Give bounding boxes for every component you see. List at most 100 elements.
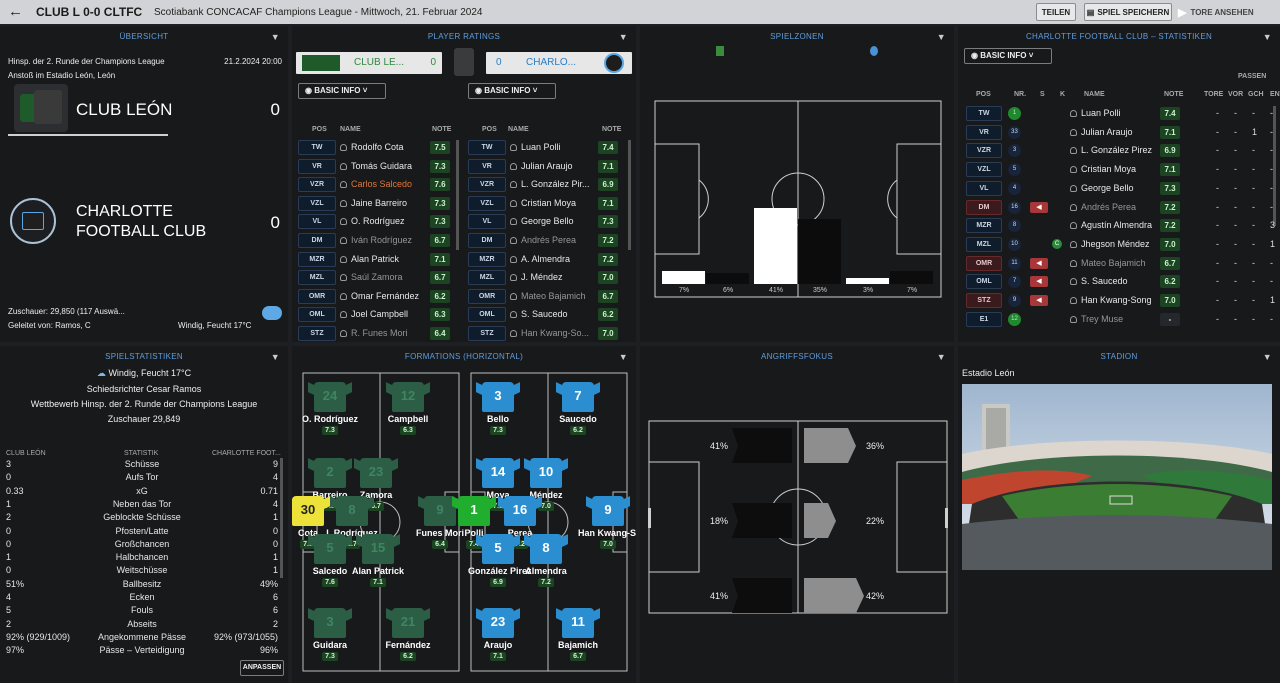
home-formation-player[interactable]: 5 Salcedo 7.6 [300, 534, 360, 587]
charlotte-row-name[interactable]: Agustín Almendra [1070, 220, 1152, 230]
away-formation-player[interactable]: 9 Han Kwang-So 7.0 [578, 496, 636, 549]
charlotte-col-header[interactable]: S [1040, 91, 1045, 98]
stat-away-value: 2 [272, 618, 278, 629]
charlotte-list-scrollbar[interactable] [1273, 106, 1276, 226]
away-formation-player[interactable]: 1 Polli 7.4 [444, 496, 504, 549]
home-row-name[interactable]: Alan Patrick [340, 254, 399, 264]
home-row-name[interactable]: R. Funes Mori [340, 328, 408, 338]
home-formation-player[interactable]: 23 Zamora 6.7 [346, 458, 406, 511]
charlotte-col-header[interactable]: GCH [1248, 91, 1264, 98]
chevron-down-icon[interactable]: ▼ [1262, 32, 1272, 42]
shirt-number-badge: 5 [1008, 163, 1021, 177]
home-row-name[interactable]: Saúl Zamora [340, 272, 403, 282]
charlotte-row-name[interactable]: Cristian Moya [1070, 164, 1136, 174]
away-row-name[interactable]: L. González Pir... [510, 179, 590, 189]
charlotte-col-header[interactable]: K [1060, 91, 1066, 98]
formation-player-name: Moya [486, 490, 510, 500]
chevron-down-icon[interactable]: ▼ [618, 32, 628, 42]
away-row-name[interactable]: A. Almendra [510, 254, 570, 264]
home-formation-player[interactable]: 9 Funes Mori 6.4 [410, 496, 470, 549]
away-formation-player[interactable]: 10 Méndez 7.0 [516, 458, 576, 511]
away-row-name[interactable]: Han Kwang-So... [510, 328, 589, 338]
formation-player-rating: 7.2 [538, 578, 554, 587]
stat-away-value: 6 [272, 592, 278, 602]
shirt-number: 15 [370, 540, 386, 555]
home-formation-player[interactable]: 15 Alan Patrick 7.1 [348, 534, 408, 587]
chevron-down-icon[interactable]: ▼ [936, 32, 946, 42]
away-formation-player[interactable]: 16 Perea 7.2 [490, 496, 550, 549]
home-basic-info-dropdown[interactable]: ◉ BASIC INFO ˅ [298, 83, 386, 99]
charlotte-col-header[interactable]: TORE [1204, 91, 1224, 98]
home-row-name[interactable]: Tomás Guidara [340, 161, 412, 171]
away-row-rating: 7.0 [598, 271, 618, 285]
chevron-down-icon[interactable]: ▼ [618, 352, 628, 362]
chevron-down-icon[interactable]: ▼ [270, 32, 280, 42]
away-row-name[interactable]: George Bello [510, 216, 574, 226]
save-match-button[interactable]: ▤ SPIEL SPEICHERN [1084, 3, 1172, 21]
chevron-down-icon[interactable]: ▼ [270, 352, 280, 362]
charlotte-row-name[interactable]: Luan Polli [1070, 108, 1121, 118]
charlotte-col-header[interactable]: ENT [1270, 91, 1280, 98]
charlotte-row-t: - [1216, 182, 1219, 193]
away-row-name[interactable]: Mateo Bajamich [510, 291, 586, 301]
player-icon [1070, 259, 1077, 267]
away-row-name[interactable]: S. Saucedo [510, 309, 568, 319]
zones-header: SPIELZONEN ▼ [640, 26, 954, 48]
home-row-name[interactable]: Rodolfo Cota [340, 142, 404, 152]
charlotte-row-name[interactable]: Han Kwang-Song [1070, 295, 1152, 305]
player-icon [340, 218, 347, 226]
home-row-position: MZR [298, 251, 336, 267]
home-formation-player[interactable]: 24 O. Rodríguez 7.3 [300, 382, 360, 435]
charlotte-row-name[interactable]: Trey Muse [1070, 314, 1123, 324]
home-row-position: VZR [298, 177, 336, 193]
charlotte-row-name[interactable]: L. González Pirez [1070, 145, 1152, 155]
charlotte-row-name[interactable]: S. Saucedo [1070, 276, 1128, 286]
charlotte-col-header[interactable]: NOTE [1164, 91, 1184, 98]
formation-player-rating: 6.7 [368, 502, 384, 511]
charlotte-row-name[interactable]: Mateo Bajamich [1070, 258, 1146, 268]
charlotte-col-header[interactable]: NAME [1084, 91, 1105, 98]
home-row-name[interactable]: Iván Rodríguez [340, 235, 412, 245]
home-formation-player[interactable]: 21 Fernández 6.2 [378, 608, 438, 661]
home-row-name[interactable]: Jaine Barreiro [340, 198, 407, 208]
stats-scrollbar[interactable] [280, 458, 283, 578]
charlotte-col-header[interactable]: VOR [1228, 91, 1244, 98]
charlotte-basic-info-dropdown[interactable]: ◉ BASIC INFO ˅ [964, 48, 1052, 64]
away-formation-player[interactable]: 11 Bajamich 6.7 [548, 608, 608, 661]
home-row-rating: 6.7 [430, 271, 450, 285]
charlotte-col-header[interactable]: POS [976, 91, 991, 98]
away-row-name[interactable]: Cristian Moya [510, 198, 576, 208]
home-row-name[interactable]: O. Rodríguez [340, 216, 405, 226]
home-formation-player[interactable]: 3 Guidara 7.3 [300, 608, 360, 661]
charlotte-row-name[interactable]: Jhegson Méndez [1070, 239, 1150, 249]
home-row-name[interactable]: Omar Fernández [340, 291, 419, 301]
away-formation-player[interactable]: 5 González Pirez 6.9 [468, 534, 532, 587]
away-formation-player[interactable]: 3 Bello 7.3 [468, 382, 528, 435]
charlotte-row-name[interactable]: George Bello [1070, 183, 1134, 193]
away-row-name[interactable]: Andrés Perea [510, 235, 576, 245]
home-row-name[interactable]: Carlos Salcedo [340, 179, 412, 189]
share-button[interactable]: TEILEN [1036, 3, 1076, 21]
home-formation-player[interactable]: 8 I. Rodríguez 6.7 [322, 496, 382, 549]
away-row-name[interactable]: Julian Araujo [510, 161, 573, 171]
charlotte-row-name[interactable]: Andrés Perea [1070, 202, 1136, 212]
away-row-name[interactable]: Luan Polli [510, 142, 561, 152]
away-list-scrollbar[interactable] [628, 140, 631, 250]
home-list-scrollbar[interactable] [456, 140, 459, 250]
away-formation-player[interactable]: 8 Almendra 7.2 [516, 534, 576, 587]
away-basic-info-dropdown[interactable]: ◉ BASIC INFO ˅ [468, 83, 556, 99]
adjust-button[interactable]: ANPASSEN [240, 660, 284, 676]
away-formation-player[interactable]: 23 Araujo 7.1 [468, 608, 528, 661]
chevron-down-icon[interactable]: ▼ [936, 352, 946, 362]
charlotte-row-name[interactable]: Julian Araujo [1070, 127, 1133, 137]
chevron-down-icon[interactable]: ▼ [1262, 352, 1272, 362]
back-arrow-icon[interactable]: ← [8, 3, 23, 20]
watch-goals-button[interactable]: ▶ TORE ANSEHEN [1178, 3, 1254, 21]
formation-player-name: Alan Patrick [351, 566, 405, 576]
home-row-name[interactable]: Joel Campbell [340, 309, 408, 319]
away-formation-player[interactable]: 7 Saucedo 6.2 [548, 382, 608, 435]
away-row-name[interactable]: J. Méndez [510, 272, 563, 282]
charlotte-col-header[interactable]: NR. [1014, 91, 1027, 98]
formation-player-name: Funes Mori [415, 528, 464, 538]
home-formation-player[interactable]: 12 Campbell 6.3 [378, 382, 438, 435]
